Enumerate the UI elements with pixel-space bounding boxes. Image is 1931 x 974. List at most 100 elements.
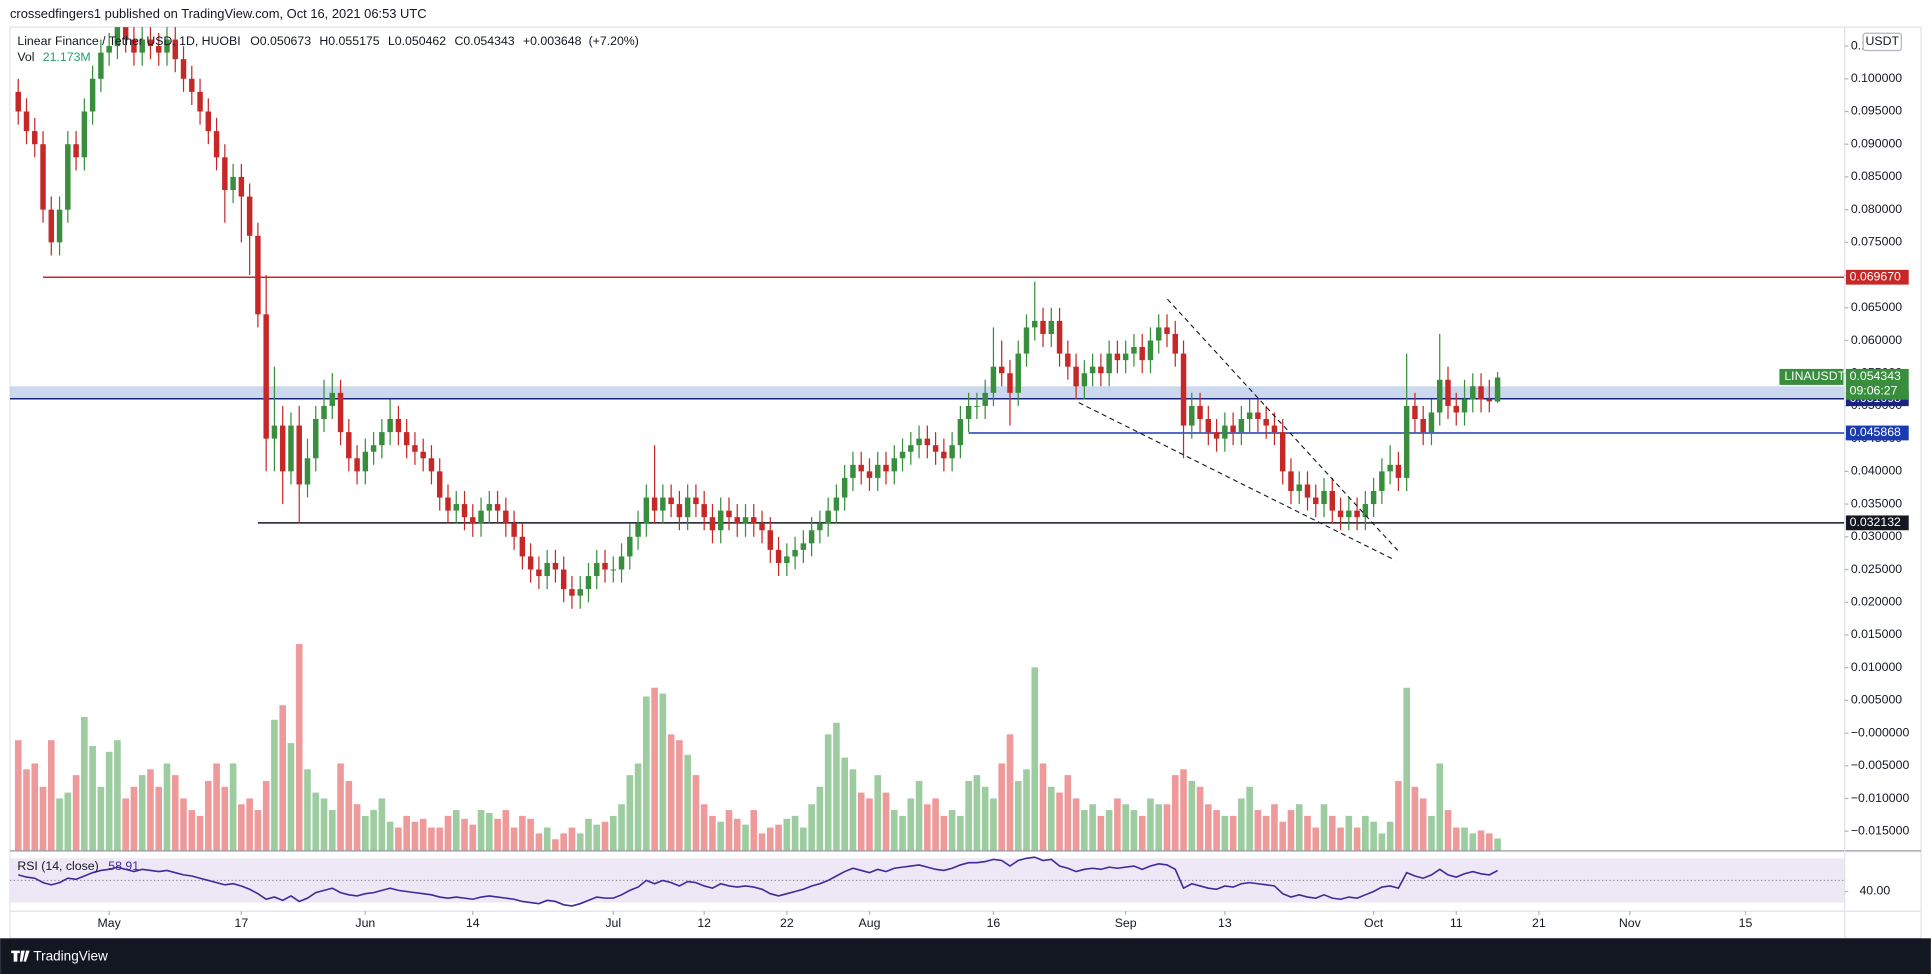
candle-body [1379, 471, 1385, 491]
volume-bar [651, 687, 658, 851]
volume-bar [560, 833, 567, 851]
candle-body [288, 425, 294, 472]
volume-bar [337, 763, 344, 851]
candle-body [106, 46, 112, 53]
rsi-legend: RSI (14, close) 58.91 [17, 859, 139, 873]
volume-bar [1271, 804, 1278, 851]
candle-body [1329, 490, 1336, 511]
volume-bar [527, 818, 534, 851]
volume-bar [907, 798, 915, 851]
volume-bar [105, 751, 113, 851]
currency-box[interactable] [1862, 32, 1902, 52]
volume-bar [1378, 833, 1386, 851]
candle-body [81, 111, 88, 158]
candle-body [602, 562, 608, 570]
candle-body [428, 458, 435, 472]
candle-body [1420, 419, 1426, 433]
volume-bar [395, 827, 402, 851]
candle-body [15, 91, 21, 112]
volume-bar [1105, 810, 1113, 851]
candle-layer [15, 27, 1501, 609]
candle-body [48, 209, 55, 243]
volume-bar [1353, 827, 1361, 851]
y-tick-label: 0.085000 [1851, 169, 1902, 183]
volume-bar [973, 775, 981, 851]
candle-body [1288, 471, 1294, 491]
x-tick-label: Sep [1115, 916, 1137, 930]
x-tick-label: 22 [780, 916, 794, 930]
candle-body [618, 556, 625, 570]
candle-body [875, 464, 881, 478]
volume-bar [262, 780, 270, 851]
level-tag-label: 0.045868 [1850, 425, 1901, 439]
candle-body [1453, 405, 1459, 413]
volume-bar [271, 719, 278, 851]
legend-symbol: Linear Finance / Tether USD, 1D, HUOBI [17, 34, 240, 48]
candle-body [73, 144, 79, 158]
candle-body [139, 39, 145, 53]
candle-body [222, 157, 228, 191]
volume-bar [304, 769, 311, 851]
x-tick-label: 14 [466, 916, 480, 930]
volume-bar [147, 769, 154, 851]
volume-bar [180, 798, 187, 851]
volume-bar [444, 815, 452, 851]
level-tag-label: 0.032132 [1850, 515, 1901, 529]
rsi-layer [9, 856, 1845, 907]
candle-body [271, 425, 278, 439]
candle-body [164, 39, 170, 53]
y-tick-label: 0.035000 [1851, 496, 1902, 510]
volume-bar [1196, 786, 1204, 851]
candle-body [610, 569, 617, 571]
y-tick-label: −0.000000 [1851, 725, 1910, 739]
candle-body [420, 451, 426, 459]
candle-body [660, 497, 666, 511]
volume-bar [171, 775, 179, 851]
volume-bar [1370, 821, 1377, 851]
candle-body [767, 530, 774, 550]
volume-bar [1494, 838, 1501, 851]
candle-body [883, 464, 889, 472]
volume-bar [1254, 810, 1262, 851]
volume-bar [1246, 786, 1253, 851]
price-tag [1845, 368, 1909, 400]
candle-body [1032, 320, 1038, 328]
y-tick-label: 0.030000 [1851, 529, 1902, 543]
candle-body [1271, 425, 1278, 433]
volume-bar [750, 810, 758, 851]
legend-value: 0.050462 [395, 34, 446, 48]
legend-letter: H [319, 34, 328, 48]
candle-body [321, 405, 327, 420]
volume-bar [469, 824, 477, 851]
volume-bar [576, 833, 584, 851]
volume-bar [833, 722, 840, 851]
x-tick-label: 11 [1450, 916, 1463, 930]
candle-body [1007, 373, 1013, 393]
candle-body [817, 523, 823, 531]
candle-body [255, 235, 261, 315]
candle-body [263, 314, 269, 439]
volume-bar [1444, 810, 1452, 851]
volume-bar [882, 792, 890, 851]
currency[interactable]: USDT [1866, 34, 1900, 48]
volume-bar [1312, 827, 1320, 851]
volume-bar [849, 769, 857, 851]
volume-bar [238, 804, 245, 851]
volume-bar [14, 740, 22, 851]
legend-value: 0.054343 [463, 34, 514, 48]
candle-body [1296, 484, 1302, 491]
volume-bar [1395, 780, 1402, 851]
volume-bar [667, 734, 675, 851]
y-tick-label: 0.090000 [1851, 136, 1902, 150]
candle-body [850, 464, 856, 478]
candle-body [156, 46, 162, 53]
candle-body [1321, 490, 1327, 505]
volume-bar [1386, 821, 1394, 851]
volume-bar [81, 716, 88, 851]
candle-body [32, 131, 38, 145]
volume-bar [246, 798, 253, 851]
candle-body [1362, 504, 1369, 518]
volume-bar [1081, 810, 1088, 851]
x-tick-label: 12 [697, 916, 711, 930]
